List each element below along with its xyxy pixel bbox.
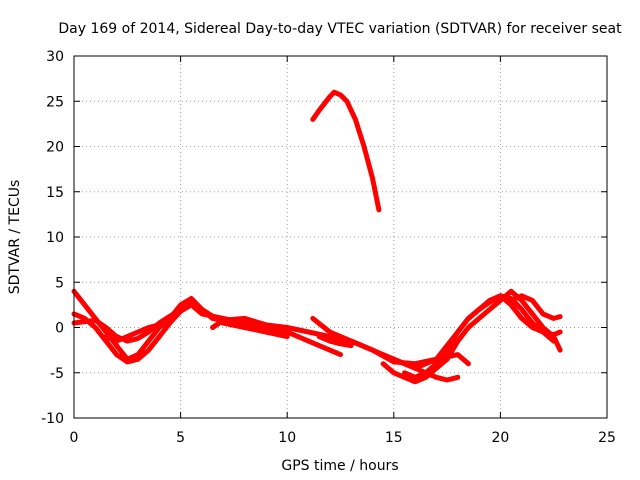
y-tick-label: 5: [55, 275, 64, 291]
gridlines: [74, 56, 607, 418]
y-axis-label: SDTVAR / TECUs: [7, 180, 23, 295]
y-tick-label: 0: [55, 321, 64, 337]
x-tick-label: 5: [176, 430, 185, 446]
x-axis-ticks: 0 5 10 15 20 25: [70, 56, 616, 446]
x-tick-label: 25: [598, 430, 616, 446]
series-track-12: [310, 89, 382, 213]
x-axis-label: GPS time / hours: [281, 458, 398, 474]
y-tick-label: 25: [46, 94, 64, 110]
series-track-4: [103, 322, 162, 344]
x-tick-label: 15: [385, 430, 403, 446]
x-tick-label: 20: [491, 430, 509, 446]
series-track-11: [508, 293, 563, 321]
x-tick-label: 0: [70, 430, 79, 446]
data-series: [71, 89, 563, 385]
series-track-6: [316, 334, 354, 349]
chart-title: Day 169 of 2014, Sidereal Day-to-day VTE…: [58, 21, 622, 37]
y-tick-label: 20: [46, 140, 64, 156]
y-tick-label: 15: [46, 185, 64, 201]
y-tick-label: -10: [41, 411, 64, 427]
series-track-10: [402, 293, 563, 380]
y-tick-label: 10: [46, 230, 64, 246]
y-tick-label: -5: [50, 366, 64, 382]
series-track-3: [71, 299, 343, 358]
series-track-8: [380, 288, 563, 385]
x-tick-label: 10: [278, 430, 296, 446]
plot-frame: [73, 55, 608, 419]
y-axis-ticks: -10 -5 0 5 10 15 20 25 30: [41, 49, 607, 427]
y-tick-label: 30: [46, 49, 64, 65]
